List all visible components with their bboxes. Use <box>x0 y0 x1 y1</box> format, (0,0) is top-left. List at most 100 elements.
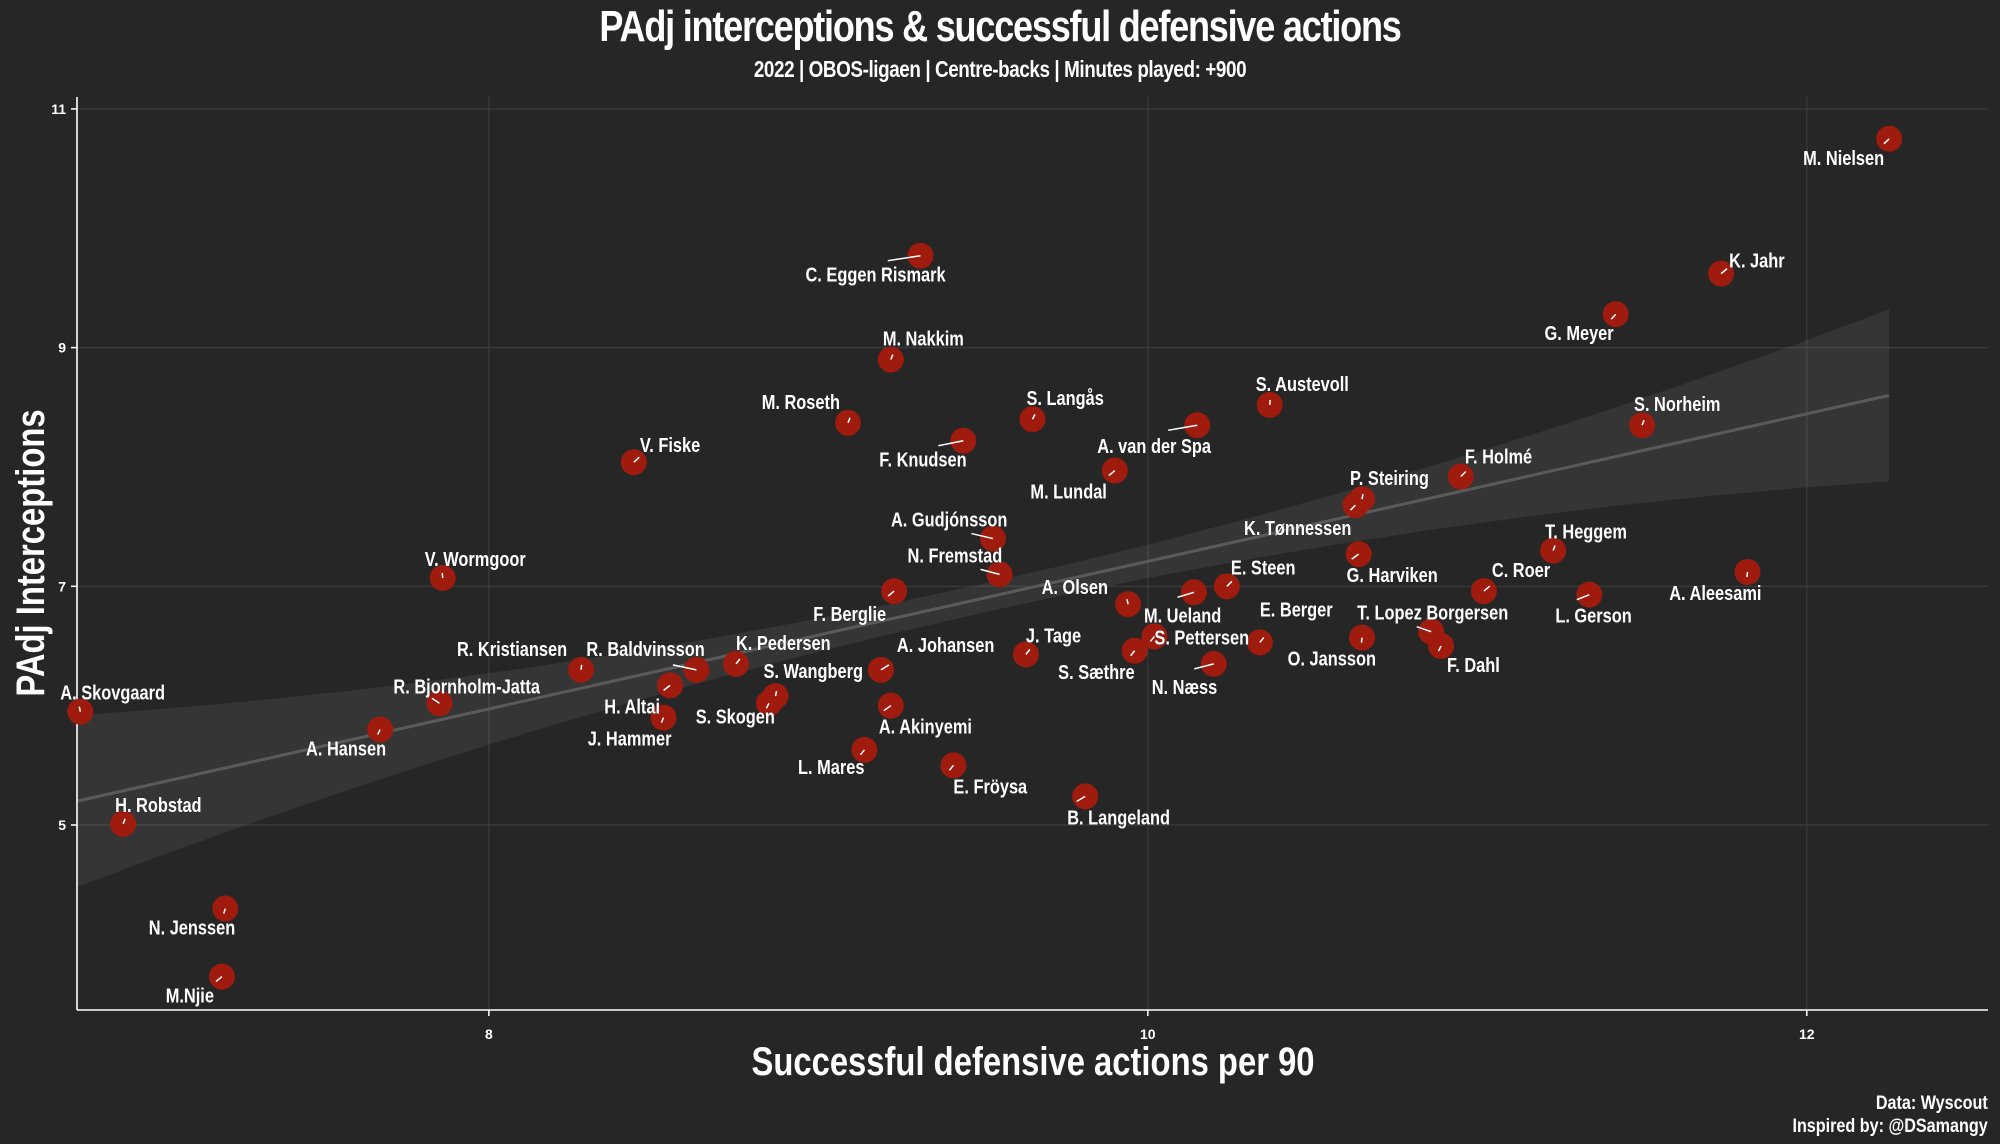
point-label: G. Meyer <box>1544 322 1613 345</box>
x-tick-label: 12 <box>1799 1026 1815 1042</box>
label-leader <box>633 456 640 463</box>
point-label: L. Mares <box>798 755 864 778</box>
point-label: A. Skovgaard <box>60 681 165 704</box>
point-label: S. Sæthre <box>1058 660 1134 683</box>
point-label: A. Johansen <box>897 633 994 656</box>
point-label: V. Wormgoor <box>425 547 526 570</box>
label-leader <box>78 706 82 712</box>
point-label: A. Aleesami <box>1669 581 1761 604</box>
credits: Data: Wyscout Inspired by: @DSamangy <box>1793 1092 1988 1138</box>
label-leader <box>1226 580 1233 587</box>
data-source: Data: Wyscout <box>1876 1093 1988 1114</box>
point-label: S. Langås <box>1027 387 1104 410</box>
point-label: A. Gudjónsson <box>891 508 1007 531</box>
axes: 8 10 12 5 7 9 11 <box>51 97 1988 1042</box>
label-leader <box>223 908 226 914</box>
label-leader <box>1126 599 1129 605</box>
label-leader <box>1108 469 1116 477</box>
point-label: R. Bjornholm-Jatta <box>393 675 540 698</box>
label-leader <box>1483 585 1491 592</box>
label-leader <box>215 976 223 983</box>
point-label: N. Jenssen <box>149 916 235 939</box>
point-label: N. Fremstad <box>908 544 1003 567</box>
label-leader <box>774 690 778 697</box>
label-leader <box>1576 593 1590 601</box>
label-leader <box>1268 399 1271 405</box>
label-leader <box>1361 494 1364 500</box>
point-label: R. Kristiansen <box>457 637 567 660</box>
label-leader <box>735 658 741 665</box>
x-tick-label: 10 <box>1140 1026 1156 1042</box>
point-label: V. Fiske <box>640 434 700 457</box>
y-tick-label: 11 <box>51 101 66 117</box>
label-leader <box>859 749 866 756</box>
point-label: S. Skogen <box>696 705 775 728</box>
point-label: K. Jahr <box>1729 249 1785 272</box>
label-leader <box>1349 504 1356 511</box>
point-label: A. Akinyemi <box>879 715 972 738</box>
chart-subtitle: 2022 | OBOS-ligaen | Centre-backs | Minu… <box>753 56 1247 82</box>
label-leader <box>672 664 697 671</box>
point-label: P. Steiring <box>1350 467 1429 490</box>
label-leader <box>880 664 890 671</box>
data-point <box>1342 492 1369 519</box>
label-leader <box>887 590 895 597</box>
point-labels: M. Nielsen K. Jahr G. Meyer S. Norheim S. Au… <box>60 138 1890 1007</box>
label-leader <box>1610 313 1617 320</box>
label-leader <box>1720 268 1728 275</box>
label-leader <box>122 818 126 825</box>
label-leader <box>1641 419 1645 426</box>
label-leader <box>1025 648 1031 655</box>
y-tick-label: 7 <box>58 578 66 594</box>
x-axis-label: Successful defensive actions per 90 <box>751 1039 1314 1084</box>
point-label: R. Baldvinsson <box>586 637 704 660</box>
label-leader <box>1177 591 1195 599</box>
point-label: T. Lopez Borgersen <box>1357 601 1508 624</box>
label-leader <box>883 705 892 712</box>
point-label: M. Roseth <box>762 390 840 413</box>
label-leader <box>1883 138 1890 145</box>
label-leader <box>1168 424 1198 431</box>
label-leader <box>765 702 770 709</box>
point-label: S. Norheim <box>1634 393 1720 416</box>
label-leader <box>1259 636 1265 643</box>
label-leader <box>1552 545 1556 551</box>
point-label: K. Pedersen <box>736 631 831 654</box>
point-label: J. Hammer <box>588 727 672 750</box>
label-leader <box>847 417 851 424</box>
label-leader <box>948 764 955 771</box>
label-leader <box>1076 795 1086 803</box>
point-label: M. Lundal <box>1030 480 1106 503</box>
y-tick-label: 5 <box>58 817 66 833</box>
label-leader <box>1149 635 1155 642</box>
point-label: S. Pettersen <box>1154 626 1249 649</box>
label-leader <box>1360 637 1363 643</box>
point-label: F. Berglie <box>813 603 886 626</box>
point-label: M.Njie <box>166 984 214 1007</box>
inspired-by: Inspired by: @DSamangy <box>1792 1116 1988 1137</box>
point-label: M. Ueland <box>1144 604 1221 627</box>
point-label: E. Fröysa <box>953 775 1027 798</box>
point-label: F. Dahl <box>1447 653 1500 676</box>
point-label: H. Altai <box>604 695 660 718</box>
label-leader <box>971 532 994 540</box>
point-label: B. Langeland <box>1067 806 1170 829</box>
label-leader <box>663 684 671 691</box>
label-leader <box>1460 470 1467 478</box>
point-label: K. Tønnessen <box>1244 517 1351 540</box>
point-label: S. Wangberg <box>764 660 863 683</box>
label-leader <box>890 354 894 360</box>
point-label: L. Gerson <box>1555 604 1631 627</box>
point-label: M. Nakkim <box>883 327 964 350</box>
label-leader <box>938 439 964 447</box>
label-leader <box>1437 645 1442 652</box>
point-label: G. Harviken <box>1347 564 1438 587</box>
label-leader <box>660 717 665 723</box>
y-tick-label: 9 <box>58 340 66 356</box>
point-label: A. van der Spa <box>1097 435 1212 458</box>
point-label: O. Jansson <box>1288 647 1376 670</box>
point-label: N. Næss <box>1152 675 1218 698</box>
point-label: E. Berger <box>1260 598 1333 621</box>
label-leader <box>1031 413 1036 420</box>
